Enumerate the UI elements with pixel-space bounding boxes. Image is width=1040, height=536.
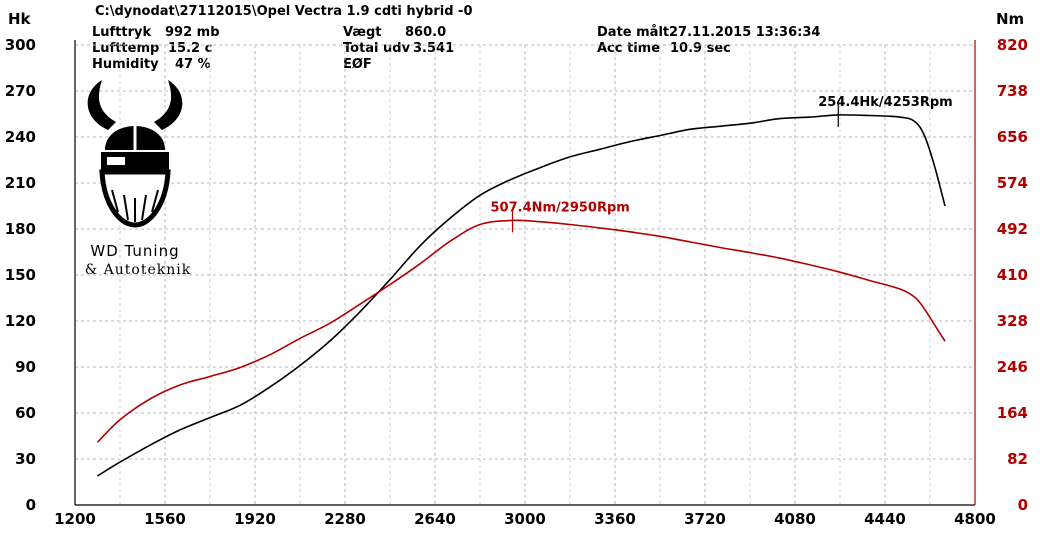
grid-lines <box>74 40 976 506</box>
x-tick-label: 4440 <box>864 510 906 528</box>
company-logo: WD Tuning & Autoteknik <box>85 80 191 278</box>
file-path: C:\dynodat\27112015\Opel Vectra 1.9 cdti… <box>95 4 473 19</box>
left-tick-label: 60 <box>15 404 36 422</box>
info-label-lufttemp: Lufttemp <box>92 41 159 56</box>
info-value-humidity: 47 % <box>175 57 211 72</box>
right-tick-label: 82 <box>1007 450 1028 468</box>
info-value-total-udv: 3.541 <box>413 41 454 56</box>
logo-line-2: & Autoteknik <box>85 262 191 278</box>
right-tick-label: 574 <box>997 174 1028 192</box>
left-tick-label: 210 <box>5 174 36 192</box>
left-tick-label: 0 <box>26 496 36 514</box>
left-tick-label: 150 <box>5 266 36 284</box>
x-tick-label: 1560 <box>144 510 186 528</box>
x-tick-label: 3360 <box>594 510 636 528</box>
x-tick-label: 3720 <box>684 510 726 528</box>
left-tick-label: 90 <box>15 358 36 376</box>
info-label-lufttryk: Lufttryk <box>92 25 152 40</box>
info-label-total-udv: Total udv <box>343 41 411 56</box>
info-label-eof: EØF <box>343 57 372 72</box>
info-value-vaegt: 860.0 <box>405 25 446 40</box>
data-curves <box>96 114 946 477</box>
info-value-lufttemp: 15.2 c <box>168 41 212 56</box>
right-tick-label: 246 <box>997 358 1028 376</box>
left-tick-label: 180 <box>5 220 36 238</box>
x-tick-label: 1920 <box>234 510 276 528</box>
left-tick-label: 270 <box>5 82 36 100</box>
left-tick-label: 300 <box>5 36 36 54</box>
left-axis-title: Hk <box>8 10 32 28</box>
left-tick-label: 30 <box>15 450 36 468</box>
info-label-humidity: Humidity <box>92 57 159 72</box>
left-horn-icon <box>87 80 116 130</box>
x-tick-label: 2640 <box>414 510 456 528</box>
peak-annotations: 254.4Hk/4253Rpm 507.4Nm/2950Rpm <box>491 95 953 233</box>
right-tick-label: 820 <box>997 36 1028 54</box>
right-horn-icon <box>154 80 183 130</box>
info-label-date: Date målt <box>597 25 669 40</box>
info-value-lufttryk: 992 mb <box>165 25 220 40</box>
x-tick-label: 1200 <box>54 510 96 528</box>
right-tick-label: 328 <box>997 312 1028 330</box>
peak-label: 254.4Hk/4253Rpm <box>818 95 952 110</box>
power-curve <box>97 114 946 477</box>
info-value-date: 27.11.2015 13:36:34 <box>669 25 820 40</box>
info-label-acc-time: Acc time <box>597 41 660 56</box>
right-tick-label: 738 <box>997 82 1028 100</box>
info-value-acc-time: 10.9 sec <box>670 41 731 56</box>
x-tick-label: 2280 <box>324 510 366 528</box>
right-tick-label: 0 <box>1018 496 1028 514</box>
right-tick-label: 492 <box>997 220 1028 238</box>
logo-line-1: WD Tuning <box>90 242 179 260</box>
info-label-vaegt: Vægt <box>343 25 382 40</box>
x-tick-label: 3000 <box>504 510 546 528</box>
right-tick-label: 656 <box>997 128 1028 146</box>
right-tick-label: 164 <box>997 404 1028 422</box>
peak-label: 507.4Nm/2950Rpm <box>491 200 630 215</box>
left-tick-label: 120 <box>5 312 36 330</box>
axis-ticks: 0 0 30 82 60 164 90 246 120 328 150 410 180 492 210 574… <box>5 36 1028 528</box>
left-tick-label: 240 <box>5 128 36 146</box>
right-tick-label: 410 <box>997 266 1028 284</box>
x-tick-label: 4080 <box>774 510 816 528</box>
x-tick-label: 4800 <box>954 510 996 528</box>
right-axis-title: Nm <box>996 10 1024 28</box>
torque-curve <box>96 219 946 443</box>
